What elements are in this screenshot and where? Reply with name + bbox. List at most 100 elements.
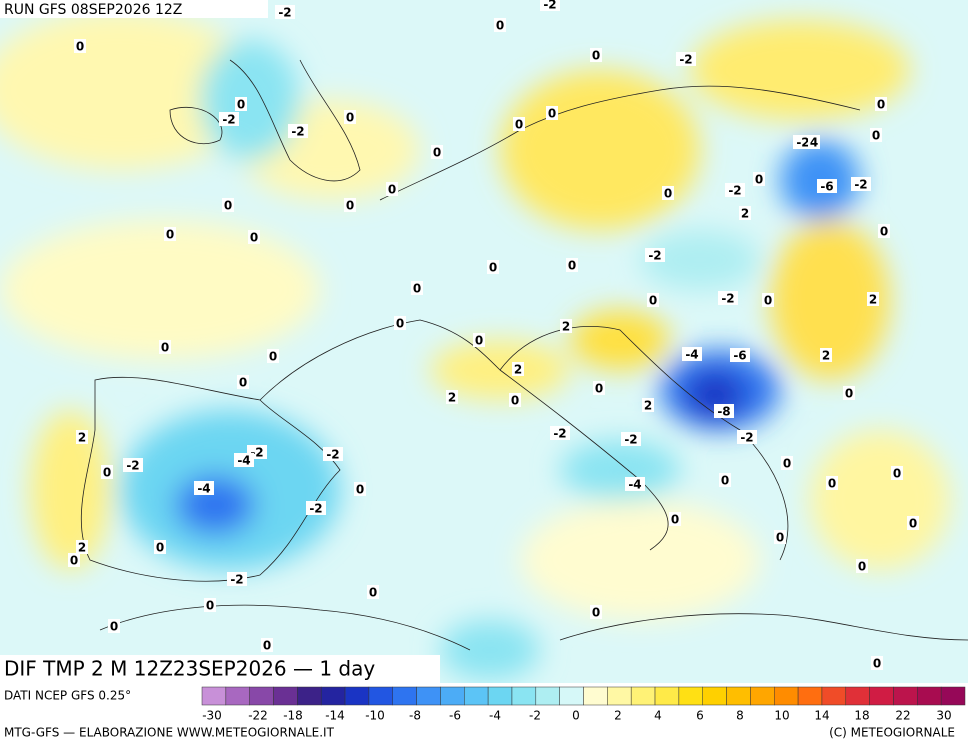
contour-label: 0 — [828, 477, 836, 491]
contour-label: 0 — [649, 294, 657, 308]
colorbar-box — [583, 686, 608, 706]
contour-label: 0 — [858, 560, 866, 574]
label-bg — [719, 473, 731, 487]
contour-label: 0 — [592, 49, 600, 63]
contour-label: -8 — [717, 405, 730, 419]
contour-label: 0 — [346, 111, 354, 125]
label-bg — [222, 198, 234, 212]
contour-label: -2 — [648, 249, 661, 263]
label-bg — [394, 316, 406, 330]
contour-label: -2 — [854, 178, 867, 192]
label-bg — [513, 117, 525, 131]
product-title: DIF TMP 2 M 12Z23SEP2026 — 1 day — [4, 657, 375, 681]
contour-label: -2 — [278, 6, 291, 20]
label-bg — [560, 319, 572, 333]
contour-label: -2 — [721, 292, 734, 306]
colorbar-box — [774, 686, 799, 706]
label-bg — [367, 585, 379, 599]
label-bg — [891, 466, 903, 480]
contour-label: 0 — [156, 541, 164, 555]
contour-label: 0 — [70, 554, 78, 568]
colorbar-tick-label: 6 — [696, 709, 704, 723]
contour-label: 2 — [644, 399, 652, 413]
contour-label: 0 — [783, 457, 791, 471]
label-bg — [76, 540, 88, 554]
colorbar: -30 -22 -18 -14 -10 -8 -6 -4 -2 0 2 4 6 8 10 14 18 22 30 — [201, 686, 966, 723]
colorbar-tick-label: -8 — [409, 709, 421, 723]
label-bg — [164, 227, 176, 241]
contour-label: 0 — [764, 294, 772, 308]
label-bg — [725, 183, 745, 197]
label-bg — [856, 559, 868, 573]
label-bg — [194, 481, 214, 495]
contour-label: 0 — [103, 466, 111, 480]
contour-label: 2 — [562, 320, 570, 334]
contour-label: 0 — [893, 467, 901, 481]
source-text: DATI NCEP GFS 0.25° — [4, 689, 131, 703]
contour-label: 0 — [346, 199, 354, 213]
label-bg — [730, 348, 750, 362]
colorbar-box — [821, 686, 847, 706]
contour-label: 0 — [161, 341, 169, 355]
label-bg — [68, 553, 80, 567]
label-bg — [74, 39, 86, 53]
colorbar-box — [297, 686, 322, 706]
colorbar-box — [845, 686, 870, 706]
label-bg — [867, 292, 879, 306]
colorbar-tick-label: -2 — [529, 709, 541, 723]
label-bg — [237, 375, 249, 389]
label-bg — [473, 333, 485, 347]
contour-label: 0 — [671, 513, 679, 527]
colorbar-box — [487, 686, 513, 706]
label-bg — [235, 97, 247, 111]
contour-label: 0 — [269, 350, 277, 364]
colorbar-box — [535, 686, 560, 706]
colorbar-box — [273, 686, 298, 706]
contour-label: 0 — [595, 382, 603, 396]
colorbar-tick-label: -14 — [325, 709, 345, 723]
label-bg — [344, 110, 356, 124]
colorbar-box — [726, 686, 751, 706]
colorbar-tick-label: 4 — [654, 709, 662, 723]
colorbar-box — [559, 686, 584, 706]
label-bg — [546, 106, 558, 120]
label-bg — [739, 206, 751, 220]
colorbar-tick-label: -18 — [283, 709, 303, 723]
contour-label: 2 — [78, 541, 86, 555]
label-bg — [781, 456, 793, 470]
contour-label: 0 — [356, 483, 364, 497]
contour-label: 2 — [869, 293, 877, 307]
contour-label: 0 — [880, 225, 888, 239]
contour-label: 0 — [664, 187, 672, 201]
label-bg — [227, 572, 247, 586]
contour-label: -6 — [733, 349, 746, 363]
run-box — [0, 0, 268, 18]
contour-label: 4 — [810, 136, 818, 150]
label-bg — [446, 390, 458, 404]
label-bg — [907, 516, 919, 530]
contour-label: -2 — [291, 125, 304, 139]
label-bg — [645, 248, 665, 262]
colorbar-box — [368, 686, 393, 706]
colorbar-tick-label: 14 — [814, 709, 829, 723]
label-bg — [676, 52, 696, 66]
colorbar-tick-label: 18 — [854, 709, 869, 723]
contour-label: 0 — [845, 387, 853, 401]
colorbar-tick-label: 30 — [936, 709, 951, 723]
contour-label: 0 — [369, 586, 377, 600]
contour-label: -2 — [309, 502, 322, 516]
credit-text: MTG-GFS — ELABORAZIONE WWW.METEOGIORNALE… — [4, 726, 335, 740]
label-bg — [267, 349, 279, 363]
product-box — [0, 655, 440, 683]
contour-label: 0 — [263, 639, 271, 653]
label-bg — [204, 598, 216, 612]
label-bg — [714, 404, 734, 418]
label-bg — [642, 398, 654, 412]
label-bg — [647, 293, 659, 307]
contour-label: -2 — [230, 573, 243, 587]
label-bg — [487, 260, 499, 274]
contour-label: 2 — [448, 391, 456, 405]
colorbar-box — [249, 686, 274, 706]
label-bg — [323, 447, 343, 461]
